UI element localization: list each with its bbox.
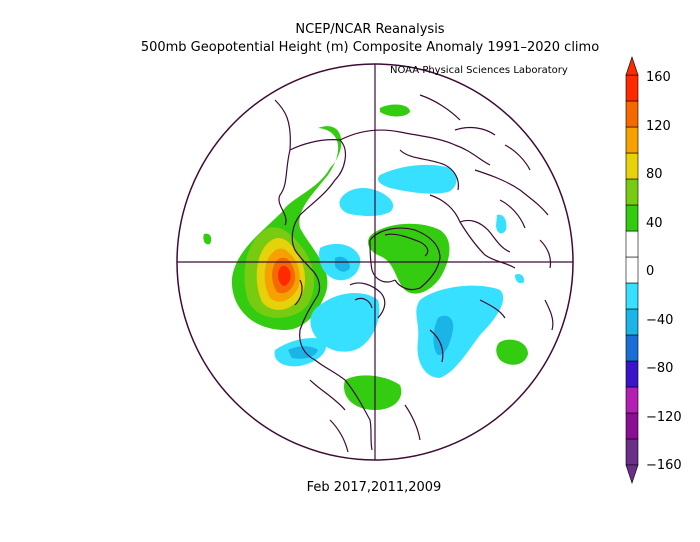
colorbar-min-arrow: [625, 464, 639, 484]
graticule: [177, 64, 573, 460]
colorbar-band: [625, 178, 639, 206]
colorbar-band: [625, 282, 639, 310]
title-line1: NCEP/NCAR Reanalysis: [295, 22, 445, 37]
colorbar-tick-label: 40: [646, 215, 663, 231]
colorbar-band: [625, 360, 639, 388]
colorbar-band: [625, 438, 639, 466]
colorbar-band: [625, 308, 639, 336]
colorbar-tick-label: −80: [646, 361, 674, 376]
colorbar-band: [625, 74, 639, 102]
colorbar-tick-label: 160: [646, 70, 671, 85]
period-label: Feb 2017,2011,2009: [306, 480, 442, 495]
credit-text: NOAA Physical Sciences Laboratory: [390, 65, 568, 76]
colorbar-band: [625, 256, 639, 284]
colorbar-tick-label: −160: [646, 458, 682, 473]
colorbar-band: [625, 204, 639, 232]
positive-anomaly-west: [231, 126, 342, 330]
title-line2: 500mb Geopotential Height (m) Composite …: [140, 40, 600, 55]
colorbar-tick-label: 80: [646, 167, 663, 182]
colorbar-tick-label: 120: [646, 118, 671, 134]
map-boundary: [176, 63, 574, 461]
colorbar-band: [625, 126, 639, 154]
colorbar-tick-label: 0: [646, 264, 655, 279]
colorbar-tick-label: −40: [646, 312, 674, 328]
colorbar-band: [625, 334, 639, 362]
colorbar-band: [625, 100, 639, 128]
colorbar-max-arrow: [625, 56, 639, 76]
colorbar-tick-label: −120: [646, 409, 682, 425]
colorbar-band: [625, 386, 639, 414]
colorbar-band: [625, 412, 639, 440]
colorbar-band: [625, 152, 639, 180]
colorbar: [625, 56, 639, 484]
negative-anomalies: [274, 164, 525, 378]
colorbar-band: [625, 230, 639, 258]
positive-anomaly-arctic: [203, 104, 528, 410]
